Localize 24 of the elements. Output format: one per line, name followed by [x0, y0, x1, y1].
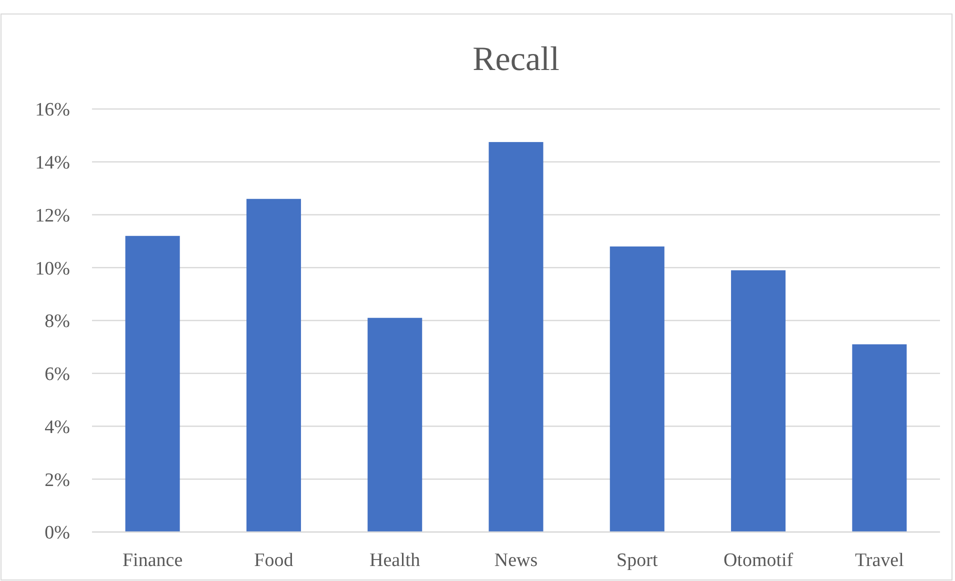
y-tick-label: 10%	[35, 258, 70, 280]
bar	[488, 142, 544, 532]
y-tick-label: 14%	[35, 152, 70, 174]
y-tick-label: 12%	[35, 205, 70, 226]
bar	[731, 270, 786, 532]
y-tick-label: 8%	[44, 311, 70, 332]
x-tick-label: Health	[370, 550, 421, 571]
y-tick-label: 4%	[44, 416, 70, 438]
x-tick-label: Otomotif	[723, 550, 794, 571]
bar	[610, 246, 664, 532]
x-tick-label: News	[494, 550, 538, 571]
y-tick-label: 0%	[44, 522, 70, 544]
x-tick-label: Sport	[616, 550, 658, 571]
x-tick-label: Food	[254, 550, 294, 571]
x-tick-label: Travel	[854, 550, 904, 571]
y-tick-label: 16%	[35, 100, 70, 121]
y-tick-label: 6%	[44, 364, 70, 386]
bar	[368, 318, 422, 532]
y-tick-label: 2%	[44, 470, 70, 491]
bar	[852, 344, 907, 532]
chart-title: Recall	[472, 41, 560, 78]
bar	[246, 198, 301, 532]
x-tick-label: Finance	[122, 550, 183, 571]
bar	[125, 236, 180, 532]
